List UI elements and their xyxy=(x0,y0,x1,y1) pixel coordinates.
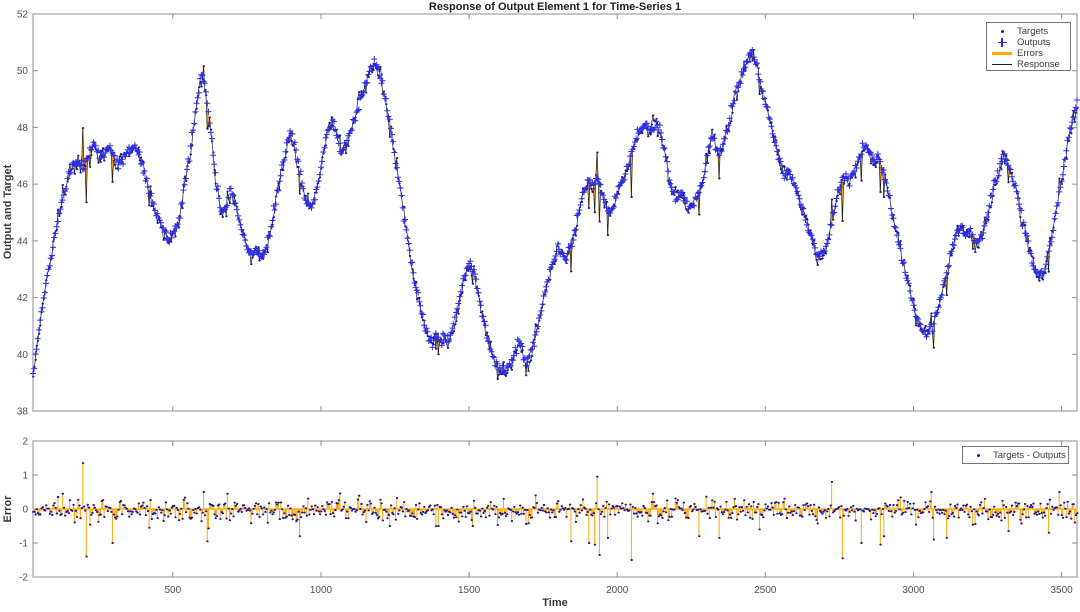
bottom-series xyxy=(32,462,1079,561)
error-dot-icon xyxy=(976,453,980,457)
x-tick-label: 2500 xyxy=(754,585,777,596)
legend-row-targets-outputs: Targets - Outputs xyxy=(963,450,1066,461)
errors-series xyxy=(82,66,1060,379)
y-tick-label: 40 xyxy=(17,350,29,361)
x-tick-label: 1500 xyxy=(458,585,481,596)
x-tick-label: 2000 xyxy=(606,585,629,596)
errors-line-icon xyxy=(992,52,1012,55)
y-tick-label: 42 xyxy=(17,293,29,304)
top-axes: 38 40 42 44 46 48 50 52 xyxy=(17,10,1078,418)
legend-label-errors: Errors xyxy=(1017,48,1043,59)
legend-row-outputs: Outputs xyxy=(987,37,1070,48)
legend-row-errors: Errors xyxy=(987,48,1070,59)
y-tick-label: 50 xyxy=(17,66,29,77)
x-tick-label: 3000 xyxy=(902,585,925,596)
y-tick-label: 0 xyxy=(22,505,28,516)
y-tick-label: 44 xyxy=(17,236,29,247)
response-line-icon xyxy=(992,64,1012,65)
legend-row-response: Response xyxy=(987,59,1070,70)
x-axis-label-time: Time xyxy=(542,597,568,609)
x-tick-label: 1000 xyxy=(310,585,333,596)
y-tick-label: 46 xyxy=(17,180,29,191)
chart-title: Response of Output Element 1 for Time-Se… xyxy=(428,1,682,13)
y-tick-label: -1 xyxy=(19,539,28,550)
legend-top: Targets Outputs Errors Response xyxy=(986,22,1071,71)
outputs-series xyxy=(30,47,1080,377)
y-tick-label: -2 xyxy=(19,573,28,584)
y-tick-label: 1 xyxy=(22,471,28,482)
legend-bottom: Targets - Outputs xyxy=(962,446,1069,464)
tick-marks xyxy=(33,13,1077,412)
outputs-plus-icon xyxy=(997,38,1007,47)
legend-row-targets: Targets xyxy=(987,26,1070,37)
top-series xyxy=(30,47,1080,380)
y-tick-label: 52 xyxy=(17,10,29,21)
x-tick-label: 3500 xyxy=(1050,585,1073,596)
y-tick-label: 2 xyxy=(22,437,28,448)
legend-label-response: Response xyxy=(1017,59,1060,70)
x-tick-label: 500 xyxy=(164,585,181,596)
legend-label-targets: Targets xyxy=(1017,26,1049,37)
y-tick-label: 48 xyxy=(17,123,29,134)
legend-label-targets-outputs: Targets - Outputs xyxy=(993,449,1066,461)
legend-label-outputs: Outputs xyxy=(1017,37,1051,48)
targets-dot-icon xyxy=(1000,30,1004,33)
y-tick-label: 38 xyxy=(17,407,29,418)
error-dots xyxy=(32,462,1079,561)
